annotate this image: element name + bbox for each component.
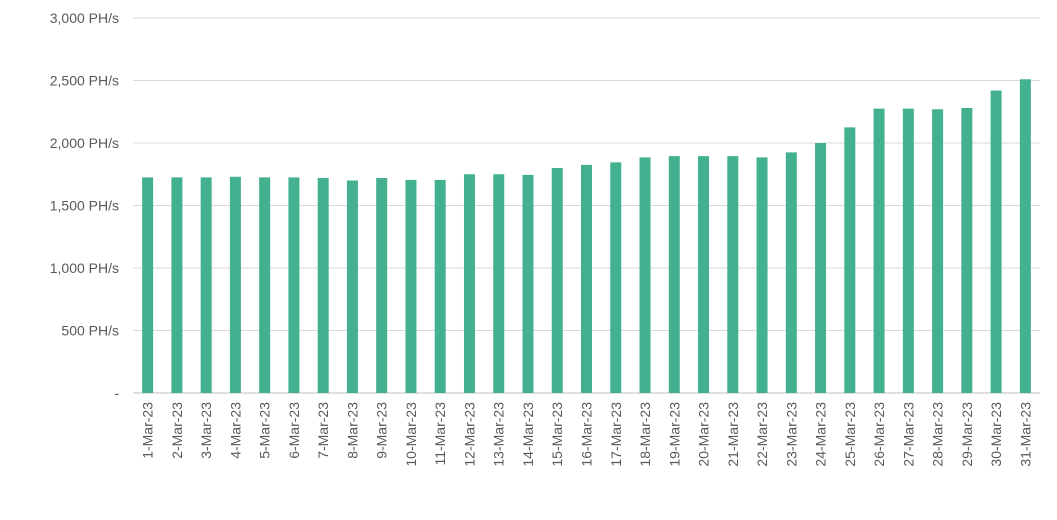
bar-30-Mar-23 <box>990 90 1002 393</box>
y-tick-label: - <box>114 385 119 401</box>
x-tick-label: 28-Mar-23 <box>930 402 946 467</box>
x-tick-label: 16-Mar-23 <box>579 402 595 467</box>
bar-26-Mar-23 <box>873 108 885 393</box>
bar-9-Mar-23 <box>376 178 388 393</box>
bar-21-Mar-23 <box>727 156 739 393</box>
x-tick-label: 3-Mar-23 <box>198 402 214 459</box>
bar-29-Mar-23 <box>961 108 973 393</box>
x-tick-label: 5-Mar-23 <box>257 402 273 459</box>
x-tick-label: 13-Mar-23 <box>491 402 507 467</box>
x-tick-label: 31-Mar-23 <box>1017 402 1033 467</box>
x-tick-label: 11-Mar-23 <box>432 402 448 466</box>
y-axis-tick-labels: - 500 PH/s 1,000 PH/s 1,500 PH/s 2,000 PH/s 2… <box>50 10 120 401</box>
x-tick-label: 29-Mar-23 <box>959 402 975 467</box>
x-tick-label: 20-Mar-23 <box>696 402 712 467</box>
bar-3-Mar-23 <box>200 177 212 393</box>
bar-19-Mar-23 <box>668 156 680 393</box>
bar-24-Mar-23 <box>815 143 827 393</box>
x-tick-label: 23-Mar-23 <box>783 402 799 467</box>
bar-22-Mar-23 <box>756 157 768 393</box>
x-tick-label: 24-Mar-23 <box>813 402 829 467</box>
bar-5-Mar-23 <box>259 177 271 393</box>
bar-31-Mar-23 <box>1019 79 1031 393</box>
bar-23-Mar-23 <box>785 152 797 393</box>
y-tick-label: 2,500 PH/s <box>50 73 119 89</box>
x-tick-label: 17-Mar-23 <box>608 402 624 467</box>
x-axis-tick-labels: 1-Mar-23 2-Mar-23 3-Mar-23 4-Mar-23 5-Mar-23… <box>140 402 1034 467</box>
bar-16-Mar-23 <box>581 164 592 393</box>
y-tick-label: 1,500 PH/s <box>50 198 119 214</box>
bar-25-Mar-23 <box>844 127 856 393</box>
y-tick-label: 3,000 PH/s <box>50 10 119 26</box>
x-tick-label: 8-Mar-23 <box>344 402 360 459</box>
x-tick-label: 26-Mar-23 <box>871 402 887 467</box>
bar-17-Mar-23 <box>610 162 622 393</box>
x-tick-label: 27-Mar-23 <box>900 402 916 467</box>
bar-15-Mar-23 <box>551 168 563 393</box>
bar-18-Mar-23 <box>639 157 651 393</box>
y-tick-label: 500 PH/s <box>61 323 119 339</box>
x-tick-label: 21-Mar-23 <box>725 402 741 467</box>
x-tick-label: 12-Mar-23 <box>461 402 477 467</box>
x-tick-label: 9-Mar-23 <box>374 402 390 459</box>
bar-1-Mar-23 <box>142 177 154 393</box>
y-tick-label: 1,000 PH/s <box>50 260 119 276</box>
x-tick-label: 10-Mar-23 <box>403 402 419 467</box>
bar-11-Mar-23 <box>434 179 446 393</box>
bar-20-Mar-23 <box>698 156 710 393</box>
x-tick-label: 2-Mar-23 <box>169 402 185 459</box>
bars <box>142 79 1031 393</box>
x-tick-label: 6-Mar-23 <box>286 402 302 459</box>
bar-14-Mar-23 <box>522 174 534 393</box>
bar-12-Mar-23 <box>463 174 475 393</box>
bar-13-Mar-23 <box>493 174 505 393</box>
x-tick-label: 30-Mar-23 <box>988 402 1004 467</box>
x-tick-label: 4-Mar-23 <box>227 402 243 459</box>
x-tick-label: 19-Mar-23 <box>666 402 682 467</box>
x-tick-label: 14-Mar-23 <box>520 402 536 467</box>
bar-2-Mar-23 <box>171 177 183 393</box>
bar-8-Mar-23 <box>346 180 358 393</box>
bar-7-Mar-23 <box>317 178 329 393</box>
x-tick-label: 25-Mar-23 <box>842 402 858 467</box>
x-tick-label: 7-Mar-23 <box>315 402 331 459</box>
x-tick-label: 22-Mar-23 <box>754 402 770 467</box>
y-tick-label: 2,000 PH/s <box>50 135 119 151</box>
x-tick-label: 1-Mar-23 <box>140 402 156 459</box>
bar-6-Mar-23 <box>288 177 300 393</box>
x-tick-label: 15-Mar-23 <box>549 402 565 467</box>
bar-4-Mar-23 <box>229 176 241 393</box>
bar-28-Mar-23 <box>932 109 944 393</box>
x-tick-label: 18-Mar-23 <box>637 402 653 467</box>
bar-27-Mar-23 <box>902 108 914 393</box>
bar-10-Mar-23 <box>405 179 417 393</box>
